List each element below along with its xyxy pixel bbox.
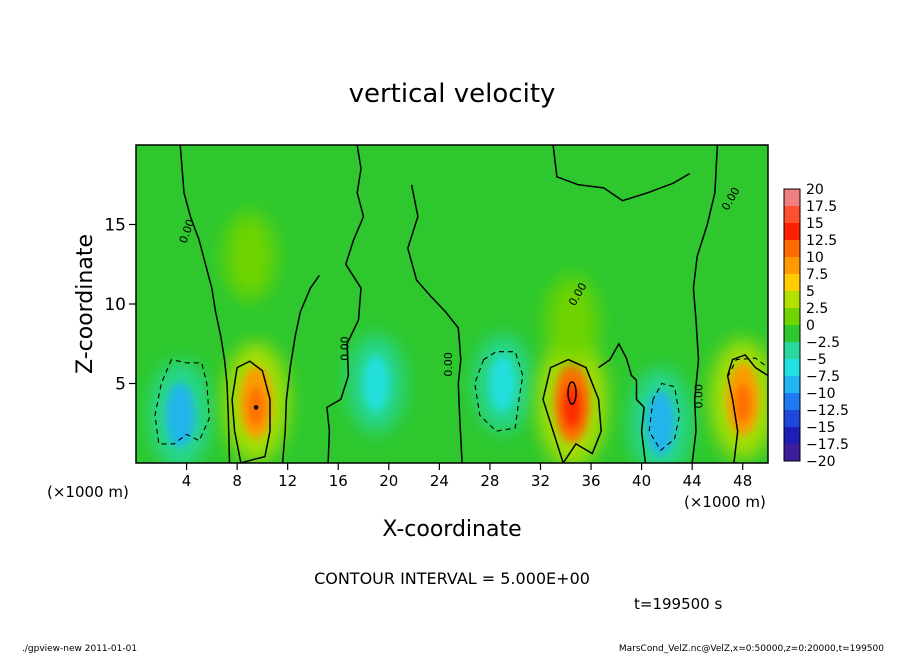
- contour-zero: [179, 145, 231, 463]
- x-tick-label: 32: [531, 472, 550, 490]
- colorbar-label: −10: [806, 386, 836, 402]
- colorbar-swatch: [784, 393, 800, 410]
- contour-zero: [552, 145, 690, 202]
- colorbar-swatch: [784, 359, 800, 376]
- colorbar-label: 2.5: [806, 301, 828, 317]
- field-core: [363, 355, 390, 412]
- contour-label: 0.00: [442, 352, 455, 377]
- colorbar-swatch: [784, 325, 800, 342]
- x-tick-label: 24: [430, 472, 449, 490]
- colorbar-label: −20: [806, 454, 836, 470]
- y-tick-label: 15: [104, 216, 126, 236]
- x-tick-label: 16: [329, 472, 348, 490]
- contour-zero: [231, 360, 271, 463]
- contour-positive: [253, 405, 259, 410]
- field-peak: [563, 385, 581, 428]
- x-unit-left: (×1000 m): [47, 483, 129, 501]
- contour-zero: [326, 145, 365, 463]
- contour-zero: [691, 145, 719, 463]
- x-axis-label: X-coordinate: [382, 517, 521, 542]
- colorbar-swatch: [784, 444, 800, 461]
- colorbar-swatch: [784, 308, 800, 325]
- field-core: [489, 355, 516, 412]
- x-tick-label: 48: [733, 472, 752, 490]
- contour-zero: [726, 354, 768, 463]
- y-tick-label: 10: [104, 295, 126, 315]
- colorbar-swatch: [784, 189, 800, 206]
- field-core: [238, 231, 262, 281]
- x-unit-right: (×1000 m): [684, 493, 766, 511]
- colorbar-label: 12.5: [806, 233, 837, 249]
- field-core: [646, 391, 676, 456]
- field-core: [560, 295, 584, 345]
- colorbar-label: −17.5: [806, 437, 849, 453]
- x-tick-label: 28: [480, 472, 499, 490]
- chart-title: vertical velocity: [349, 79, 556, 109]
- colorbar-swatch: [784, 342, 800, 359]
- colorbar: 2017.51512.5107.552.50−2.5−5−7.5−10−12.5…: [783, 182, 849, 470]
- contour-interval: CONTOUR INTERVAL = 5.000E+00: [314, 569, 590, 588]
- contour-label: 0.00: [338, 336, 351, 361]
- colorbar-label: 5: [806, 284, 815, 300]
- contour-negative: [727, 357, 768, 378]
- colorbar-label: −15: [806, 420, 836, 436]
- field-peak: [734, 384, 751, 423]
- x-axis-ticks: 4 8 12 16 20 24 28 32 36 40 44 48: [182, 463, 752, 490]
- footer-left: ./gpview-new 2011-01-01: [22, 644, 137, 654]
- colorbar-label: 15: [806, 216, 824, 232]
- x-tick-label: 20: [379, 472, 398, 490]
- contour-positive: [567, 381, 577, 405]
- x-tick-label: 4: [182, 472, 192, 490]
- colorbar-swatch: [784, 240, 800, 257]
- x-tick-label: 36: [581, 472, 600, 490]
- colorbar-label: −7.5: [806, 369, 840, 385]
- plot-area: 0.000.000.000.000.000.00: [136, 145, 768, 463]
- field-features: [149, 211, 768, 463]
- x-tick-label: 44: [683, 472, 702, 490]
- colorbar-swatch: [784, 427, 800, 444]
- contour-zero: [598, 342, 647, 463]
- colorbar-frame: [783, 188, 801, 462]
- contour-zero: [542, 358, 602, 463]
- x-tick-label: 12: [278, 472, 297, 490]
- colorbar-label: 10: [806, 250, 824, 266]
- contour-label: 0.00: [692, 384, 705, 409]
- x-tick-label: 40: [632, 472, 651, 490]
- y-axis-label: Z-coordinate: [73, 234, 98, 374]
- y-tick-label: 5: [115, 375, 126, 395]
- colorbar-swatch: [784, 206, 800, 223]
- colorbar-label: 20: [806, 182, 824, 198]
- colorbar-swatch: [784, 376, 800, 393]
- colorbar-swatch: [784, 223, 800, 240]
- colorbar-label: 0: [806, 318, 815, 334]
- colorbar-swatch: [784, 274, 800, 291]
- y-axis-ticks: 5 10 15: [104, 216, 136, 395]
- colorbar-swatch: [784, 257, 800, 274]
- footer-right: MarsCond_VelZ.nc@VelZ,x=0:50000,z=0:2000…: [619, 644, 884, 654]
- colorbar-label: 7.5: [806, 267, 828, 283]
- colorbar-label: −2.5: [806, 335, 840, 351]
- field-core: [165, 383, 195, 448]
- contour-negative: [648, 382, 681, 452]
- colorbar-swatch: [784, 410, 800, 427]
- contour-zero: [281, 274, 320, 463]
- colorbar-label: 17.5: [806, 199, 837, 215]
- time-label: t=199500 s: [634, 595, 722, 613]
- contour-zero: [407, 184, 463, 463]
- colorbar-swatch: [784, 291, 800, 308]
- x-tick-label: 8: [232, 472, 242, 490]
- colorbar-label: −5: [806, 352, 827, 368]
- colorbar-label: −12.5: [806, 403, 849, 419]
